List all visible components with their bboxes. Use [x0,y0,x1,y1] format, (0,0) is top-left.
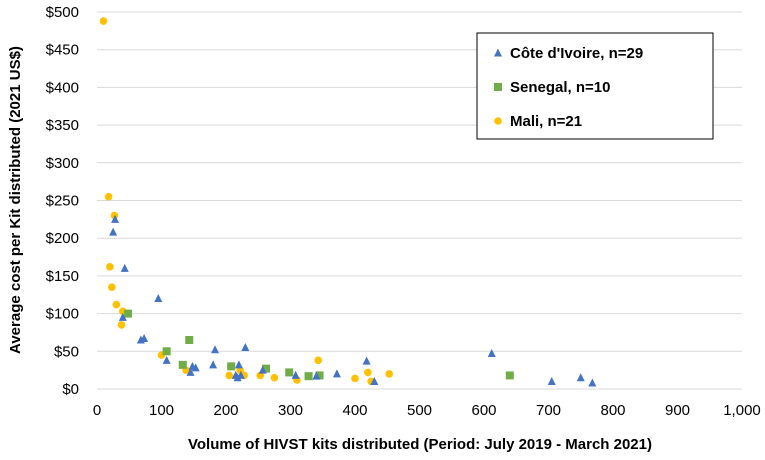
point-square [505,371,514,380]
point-triangle [291,370,300,379]
point-triangle [258,365,267,374]
y-axis-tick-labels: $0 $50 $100 $150 $200 $250 $300 $350 $400 $450 $50… [46,4,79,398]
x-axis-title: Volume of HIVST kits distributed (Period… [188,436,652,453]
y-tick-label: $50 [54,343,79,360]
x-tick-label: 1,000 [723,402,761,419]
legend-box [476,32,714,140]
point-triangle [332,369,341,378]
x-tick-label: 300 [278,402,303,419]
x-tick-label: 700 [536,402,561,419]
legend-marker-triangle [494,48,502,57]
legend-label: Mali, n=21 [510,113,582,130]
y-tick-label: $450 [46,42,79,59]
y-tick-label: $400 [46,79,79,96]
y-tick-label: $0 [62,381,79,398]
legend-label: Senegal, n=10 [510,79,610,96]
y-tick-label: $250 [46,193,79,210]
point-square [162,347,171,356]
point-triangle [312,371,321,380]
point-circle [104,192,113,201]
point-circle [108,283,116,292]
x-tick-label: 100 [149,402,174,419]
point-triangle [588,378,597,387]
point-triangle [111,214,120,223]
point-triangle [191,363,200,372]
point-square [315,371,324,380]
point-triangle [211,345,220,354]
point-square [185,335,194,344]
point-triangle [241,343,250,352]
y-tick-label: $150 [46,268,79,285]
point-square [304,372,313,381]
x-tick-label: 0 [93,402,101,419]
point-triangle [118,312,127,321]
legend-marker-square [494,83,502,91]
point-circle [112,300,121,309]
data-points [99,17,597,387]
x-tick-label: 200 [213,402,238,419]
point-triangle [487,349,496,358]
x-axis-tick-labels: 0 100 200 300 400 500 600 700 800 900 1,000 [93,402,761,419]
point-triangle [370,376,379,385]
point-triangle [162,355,171,364]
legend-label: Côte d'Ivoire, n=29 [510,45,643,62]
point-square [227,362,236,371]
point-triangle [186,367,195,376]
x-tick-label: 600 [471,402,496,419]
point-circle [117,321,126,329]
point-circle [364,368,372,377]
point-circle [225,371,234,380]
point-circle [99,17,108,25]
point-triangle [140,333,149,342]
point-triangle [234,360,243,369]
legend-marker-circle [494,117,502,125]
point-square [178,360,187,369]
point-circle [385,370,393,378]
y-axis-title: Average cost per Kit distributed (2021 U… [7,46,24,354]
x-tick-label: 900 [665,402,690,419]
x-tick-label: 800 [600,402,625,419]
point-square [123,309,132,318]
point-triangle [120,263,129,272]
point-square [261,364,270,373]
legend: Côte d'Ivoire, n=29 Senegal, n=10 Mali, n=… [476,32,714,140]
point-triangle [547,376,556,385]
point-circle [106,263,114,271]
point-triangle [576,373,585,382]
point-circle [270,373,279,382]
x-tick-label: 400 [342,402,367,419]
point-triangle [154,294,163,303]
point-triangle [109,227,118,236]
y-tick-label: $350 [46,117,79,134]
point-triangle [362,356,371,365]
point-triangle [209,360,218,369]
y-tick-label: $200 [46,230,79,247]
point-triangle [236,370,245,379]
point-circle [351,374,359,383]
point-square [285,368,294,377]
y-tick-label: $300 [46,155,79,172]
point-triangle [233,373,242,382]
point-circle [314,356,323,365]
y-tick-label: $500 [46,4,79,21]
y-tick-label: $100 [46,306,79,323]
x-tick-label: 500 [407,402,432,419]
